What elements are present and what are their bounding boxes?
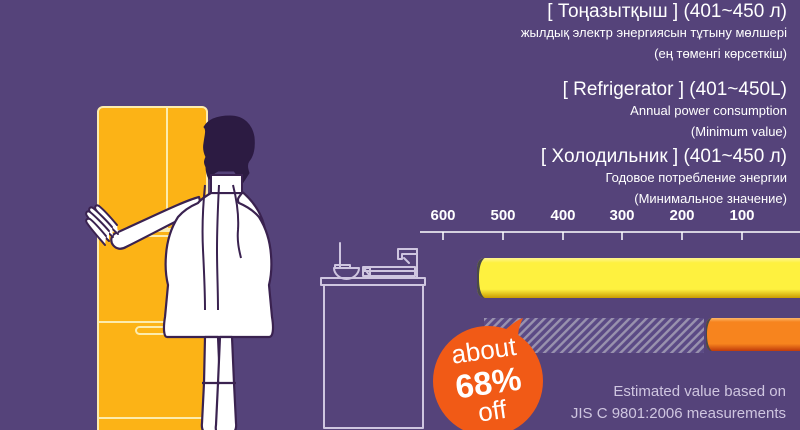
svg-text:100: 100 (729, 207, 754, 224)
svg-text:off: off (476, 394, 509, 428)
svg-text:500: 500 (490, 207, 515, 224)
svg-text:400: 400 (550, 207, 575, 224)
svg-text:200: 200 (669, 207, 694, 224)
svg-text:600: 600 (430, 207, 455, 224)
svg-text:300: 300 (609, 207, 634, 224)
